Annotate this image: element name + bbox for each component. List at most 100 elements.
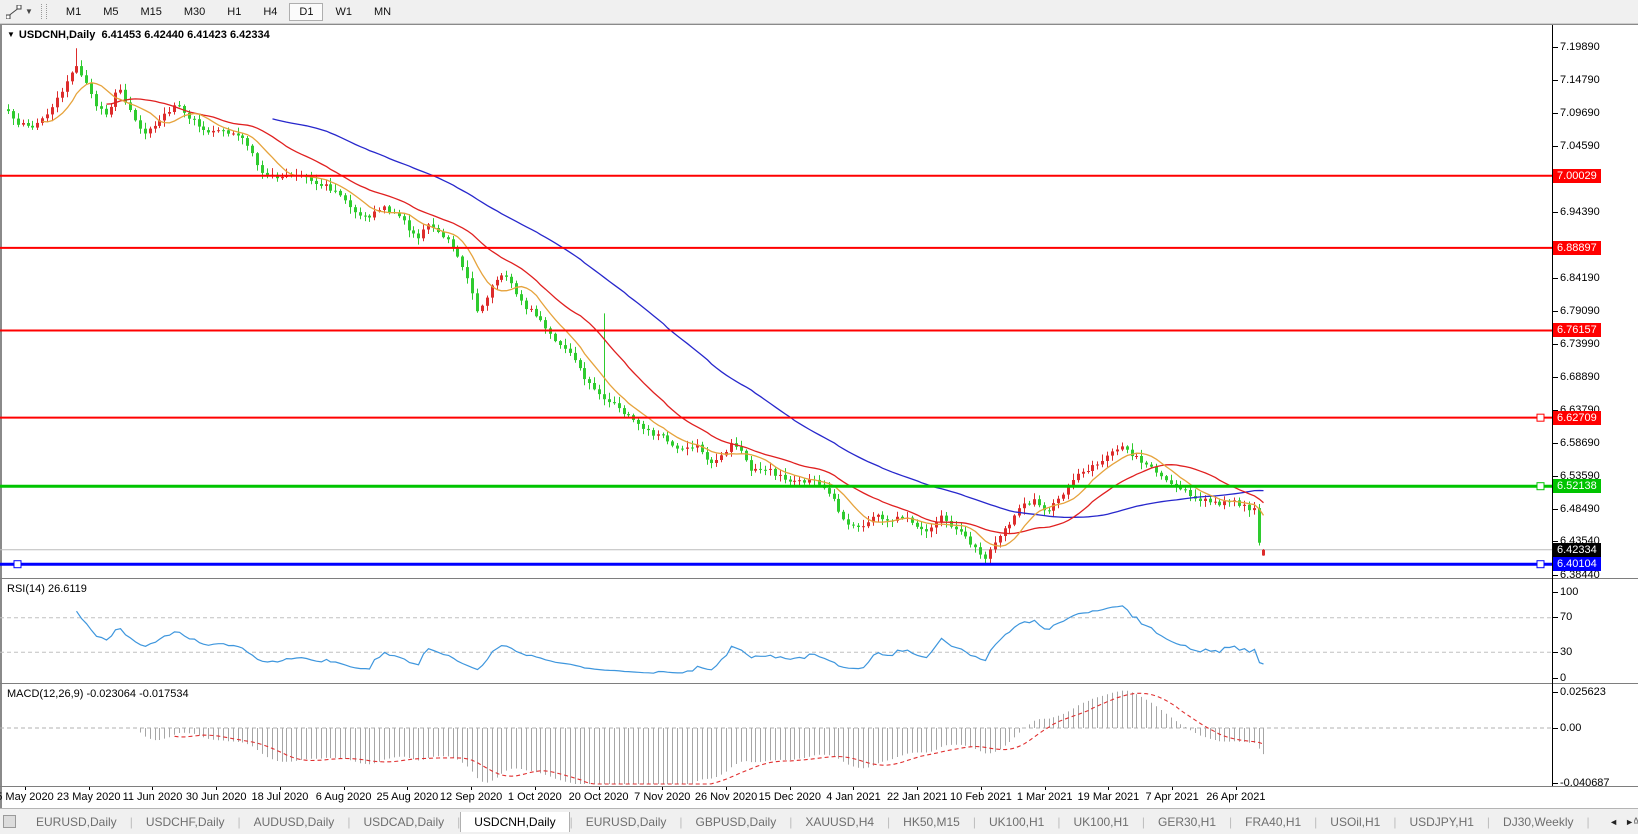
tab-separator: | <box>457 814 461 829</box>
level-price-badge: 6.62709 <box>1553 410 1601 425</box>
timeframe-button-m1[interactable]: M1 <box>65 5 82 18</box>
chart-tab-bar: EURUSD,Daily | USDCHF,Daily | AUDUSD,Daily | U… <box>0 808 1638 834</box>
timeframe-button-mn[interactable]: MN <box>373 5 392 18</box>
rsi-tick: 0 <box>1552 671 1567 684</box>
macd-panel-chart[interactable] <box>0 684 1552 786</box>
tab-eurusd-daily[interactable]: EURUSD,Daily <box>585 814 667 829</box>
timeframe-button-m15[interactable]: M15 <box>140 5 162 18</box>
timeframe-button-w1[interactable]: W1 <box>335 5 352 18</box>
date-tick: 26 Apr 2021 <box>1206 791 1266 803</box>
toolbar-grip[interactable] <box>40 4 47 19</box>
date-tick-mark <box>1235 787 1237 790</box>
panel-separator-macd[interactable] <box>0 683 1638 684</box>
level-price-badge: 6.52138 <box>1553 479 1601 494</box>
tab-usdcnh-daily[interactable]: USDCNH,Daily <box>460 811 570 832</box>
timeframe-button-d1[interactable]: D1 <box>289 2 324 21</box>
tab-usdjpy-h1[interactable]: USDJPY,H1 <box>1409 814 1474 829</box>
tab-separator: | <box>1393 814 1397 829</box>
date-tick-mark <box>1172 787 1174 790</box>
tab-scroll-right-icon[interactable]: ► <box>1625 816 1634 827</box>
date-tick-mark <box>980 787 982 790</box>
horizontal-level-line[interactable] <box>0 482 1552 491</box>
panel-separator-dates <box>0 786 1638 787</box>
line-tool-dropdown-icon[interactable]: ▼ <box>25 7 33 16</box>
tab-hk50-m15[interactable]: HK50,M15 <box>903 814 960 829</box>
rsi-tick: 100 <box>1552 585 1579 598</box>
date-tick-mark <box>88 787 90 790</box>
tab-fra40-h1[interactable]: FRA40,H1 <box>1245 814 1302 829</box>
ohlc-low: 6.41423 <box>187 29 227 41</box>
horizontal-level-line[interactable] <box>0 413 1552 422</box>
price-tick: 6.94390 <box>1553 205 1600 218</box>
tab-usoil-h1[interactable]: USOil,H1 <box>1330 814 1381 829</box>
tab-scroll-left-icon[interactable]: ◄ <box>1609 816 1619 827</box>
chart-title-collapse-icon[interactable]: ▼ <box>7 30 15 39</box>
rsi-tick: 70 <box>1552 611 1573 624</box>
chart-title[interactable]: ▼ USDCNH,Daily 6.41453 6.42440 6.41423 6.… <box>7 29 270 41</box>
tab-separator: | <box>1486 814 1491 829</box>
date-tick-mark <box>726 787 728 790</box>
date-tick-mark <box>216 787 218 790</box>
down-candle-wicks <box>8 60 1260 565</box>
macd-tick: -0.040687 <box>1553 777 1610 790</box>
timeframe-button-h1[interactable]: H1 <box>227 5 242 18</box>
down-candles <box>7 66 1261 559</box>
date-tick: 10 Feb 2021 <box>950 791 1012 803</box>
date-tick-mark <box>25 787 26 790</box>
level-price-badge: 6.76157 <box>1553 323 1601 338</box>
tab-uk100-h1[interactable]: UK100,H1 <box>1073 814 1129 829</box>
price-tick: 6.48490 <box>1553 503 1600 516</box>
ohlc-open: 6.41453 <box>101 29 142 41</box>
tab-separator: | <box>1314 814 1318 829</box>
price-tick: 6.38440 <box>1553 568 1600 581</box>
tab-separator: | <box>1141 814 1145 829</box>
main-price-chart[interactable] <box>0 25 1552 578</box>
ma-slow-line <box>272 118 1264 519</box>
tab-separator: | <box>1229 814 1233 829</box>
price-tick: 7.09690 <box>1553 106 1600 119</box>
tab-usdchf-daily[interactable]: USDCHF,Daily <box>145 814 225 829</box>
date-tick-mark <box>343 787 345 790</box>
tab-usdcad-daily[interactable]: USDCAD,Daily <box>363 814 445 829</box>
timeframe-group: M1 M5 M15 M30 H1 H4 D1 W1 MN <box>55 2 402 21</box>
chart-symbol: USDCNH,Daily <box>18 29 96 41</box>
date-tick-mark <box>471 787 473 790</box>
date-tick: 12 Sep 2020 <box>439 791 503 803</box>
date-tick-mark <box>407 787 409 790</box>
tab-audusd-daily[interactable]: AUDUSD,Daily <box>253 814 335 829</box>
date-tick-mark <box>1108 787 1110 790</box>
date-tick: 18 Jul 2020 <box>251 791 309 803</box>
date-tick: 20 Oct 2020 <box>568 791 629 803</box>
timeframe-button-m30[interactable]: M30 <box>183 5 206 18</box>
rsi-panel-chart[interactable] <box>0 579 1552 683</box>
macd-tick: 0.00 <box>1552 721 1582 734</box>
timeframe-toolbar: ▼ M1 M5 M15 M30 H1 H4 D1 W1 MN <box>0 0 1638 24</box>
date-tick: 23 May 2020 <box>56 791 121 803</box>
price-tick: 7.19890 <box>1553 40 1600 53</box>
date-tick-mark <box>853 787 855 790</box>
panel-separator-rsi[interactable] <box>0 578 1638 579</box>
date-tick: 7 Apr 2021 <box>1145 791 1199 803</box>
tab-xauusd-h4[interactable]: XAUUSD,H4 <box>805 814 875 829</box>
chart-window-border <box>0 24 1638 25</box>
tab-ger30-h1[interactable]: GER30,H1 <box>1157 814 1217 829</box>
tab-eurusd-daily[interactable]: EURUSD,Daily <box>36 814 117 829</box>
tab-gbpusd-daily[interactable]: GBPUSD,Daily <box>695 814 777 829</box>
tab-separator: | <box>972 814 976 829</box>
ma-mid-line <box>106 98 1264 535</box>
rsi-tick: 30 <box>1552 645 1573 658</box>
timeframe-button-m5[interactable]: M5 <box>103 5 119 18</box>
date-tick-mark <box>917 787 919 790</box>
timeframe-button-h4[interactable]: H4 <box>263 5 278 18</box>
tab-bar-grip-icon[interactable] <box>3 815 16 828</box>
level-price-badge: 6.88897 <box>1553 240 1601 255</box>
date-tick: 4 Jan 2021 <box>826 791 881 803</box>
tab-dj30-weekly[interactable]: DJ30,Weekly <box>1503 814 1574 829</box>
price-tick: 6.73990 <box>1553 338 1600 351</box>
horizontal-level-line[interactable] <box>0 560 1552 569</box>
line-tool-icon[interactable] <box>3 3 25 21</box>
tab-uk100-h1[interactable]: UK100,H1 <box>988 814 1045 829</box>
price-axis-line <box>1552 25 1553 786</box>
tab-separator: | <box>887 814 891 829</box>
price-tick: 6.84190 <box>1553 271 1600 284</box>
